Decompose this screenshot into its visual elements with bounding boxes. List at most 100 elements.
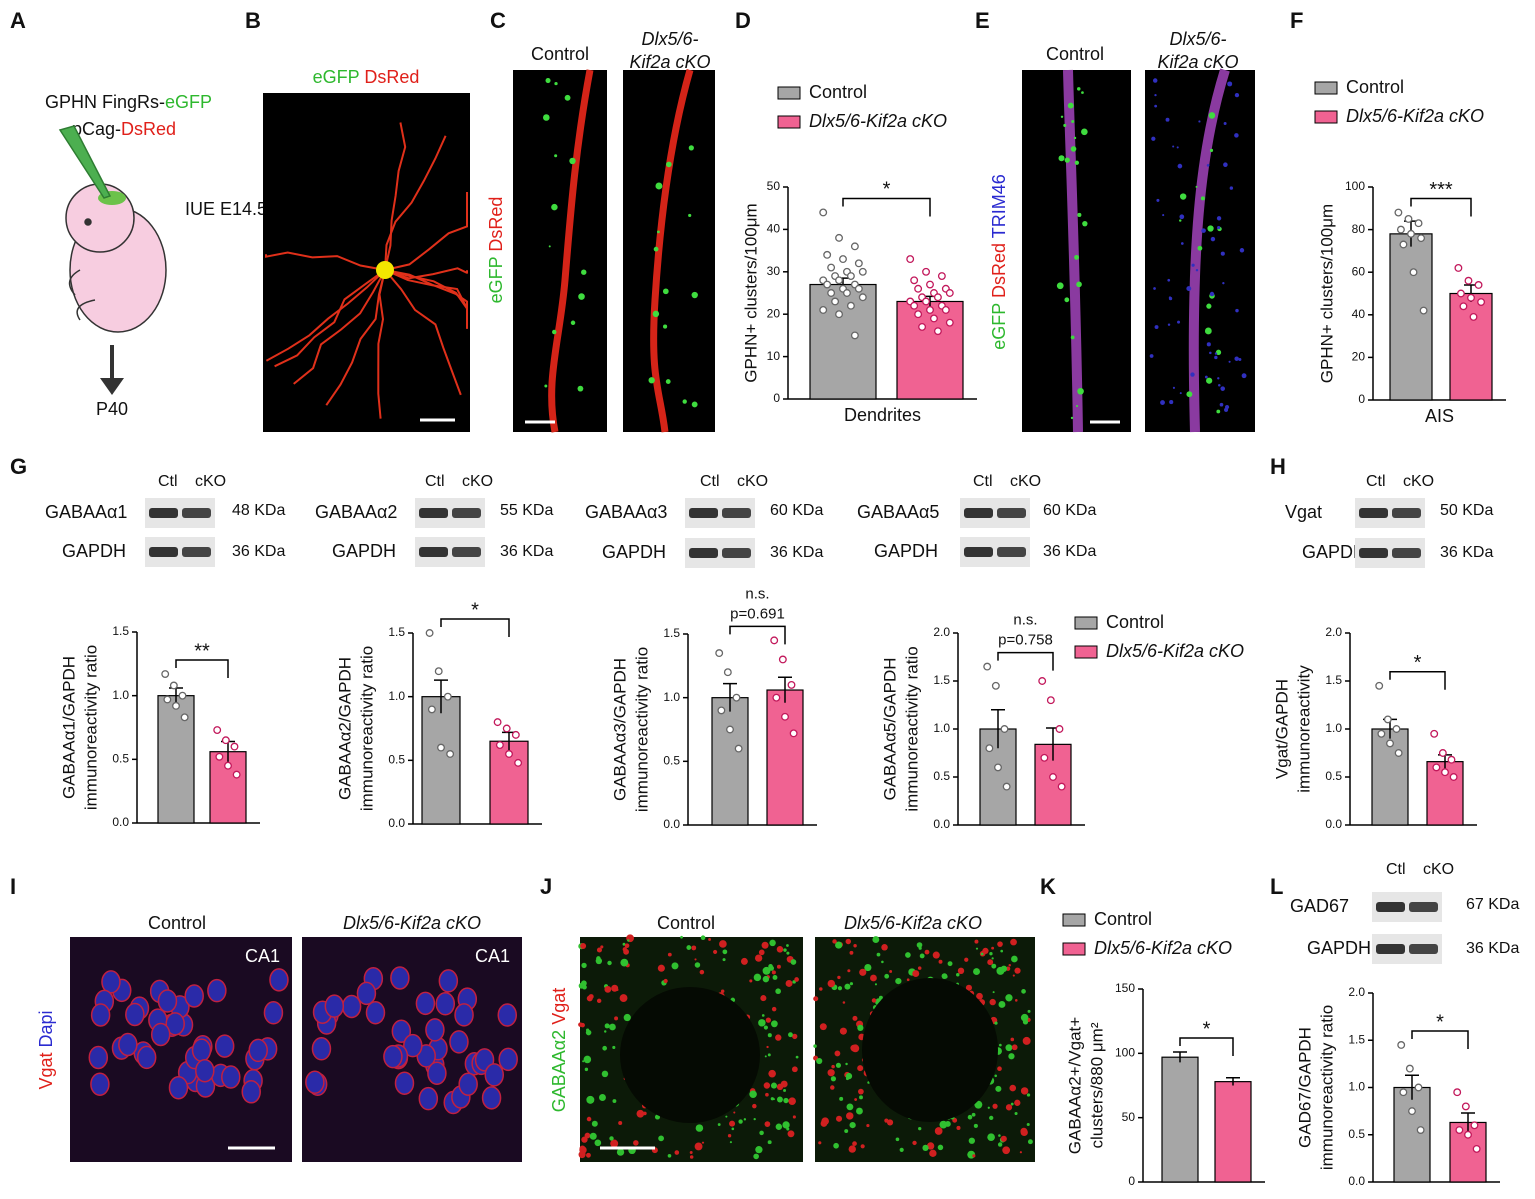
data-point	[1055, 725, 1064, 733]
panel-letter: B	[245, 8, 261, 33]
bar	[1449, 292, 1493, 401]
puncta	[835, 941, 843, 949]
nucleus	[497, 1003, 518, 1027]
puncta	[995, 1085, 1002, 1092]
kda-label: 67 KDa	[1466, 896, 1519, 913]
nucleus	[136, 1045, 157, 1070]
puncta	[610, 1139, 619, 1148]
data-point	[1469, 312, 1478, 321]
puncta	[792, 1033, 798, 1040]
puncta	[791, 1066, 798, 1073]
puncta	[899, 1147, 904, 1152]
puncta	[1219, 402, 1224, 407]
nucleus	[425, 1018, 445, 1042]
puncta	[835, 1115, 843, 1122]
puncta	[586, 1095, 595, 1104]
data-point	[933, 327, 942, 336]
lane-label: Ctl	[425, 473, 445, 490]
puncta	[1012, 974, 1015, 977]
puncta	[616, 1148, 625, 1156]
puncta	[1186, 286, 1192, 291]
bar	[896, 300, 964, 400]
y-axis-label: GABAAα2/GAPDH	[335, 657, 354, 800]
puncta	[924, 949, 930, 955]
kda-label: 36 KDa	[1466, 940, 1519, 957]
text: pCag-	[72, 119, 121, 139]
puncta	[766, 1045, 769, 1049]
data-point	[161, 670, 170, 678]
data-point	[991, 681, 1000, 690]
data-point	[937, 272, 946, 280]
data-point	[1467, 293, 1475, 302]
puncta	[667, 952, 672, 957]
y-axis-label: GABAAα3/GAPDH	[610, 658, 629, 801]
puncta	[752, 1103, 757, 1109]
data-point	[926, 280, 934, 289]
puncta	[543, 114, 550, 121]
data-point	[1416, 1126, 1425, 1134]
puncta	[1056, 282, 1064, 290]
puncta	[819, 1023, 827, 1031]
nucleus	[241, 1080, 261, 1104]
y-tick-label: 50	[1122, 1110, 1136, 1124]
puncta	[620, 958, 629, 967]
nucleus	[418, 1086, 439, 1111]
data-point	[914, 284, 923, 293]
y-tick-label: 1.0	[388, 689, 405, 703]
blot-band	[1359, 548, 1388, 558]
puncta	[845, 1062, 848, 1066]
puncta	[771, 970, 776, 975]
puncta	[578, 1022, 583, 1027]
puncta	[837, 975, 841, 980]
legend-swatch	[777, 115, 801, 129]
puncta	[596, 947, 602, 953]
puncta	[607, 960, 612, 966]
puncta	[1234, 92, 1240, 98]
data-point	[213, 726, 222, 734]
puncta	[578, 293, 585, 300]
data-point	[180, 713, 189, 722]
puncta	[1223, 162, 1228, 167]
puncta	[770, 1020, 778, 1028]
puncta	[1224, 407, 1229, 412]
puncta	[648, 377, 655, 384]
puncta	[622, 947, 627, 952]
blot-band	[722, 508, 751, 518]
blot-band	[689, 508, 718, 518]
puncta	[857, 1024, 864, 1031]
puncta	[1218, 384, 1221, 387]
puncta	[599, 1094, 606, 1101]
puncta	[583, 1055, 592, 1064]
puncta	[1064, 157, 1070, 163]
y-tick-label: 0.5	[1325, 769, 1342, 783]
puncta	[973, 968, 981, 976]
panel-letter: F	[1290, 8, 1303, 33]
nucleus	[269, 968, 289, 992]
soma	[376, 261, 394, 279]
data-point	[437, 743, 445, 752]
lane-label: cKO	[1423, 861, 1454, 878]
bar-chart: 0.0 0.5 1.0 1.5 GABAAα1/GAPDH immunoreactivit…	[59, 624, 260, 829]
puncta	[767, 1033, 772, 1038]
blot-band	[1392, 548, 1421, 558]
dendrite	[384, 269, 468, 329]
puncta	[1220, 251, 1225, 256]
puncta	[771, 1006, 777, 1012]
data-point	[1441, 768, 1449, 777]
puncta	[1077, 87, 1081, 91]
data-point	[994, 763, 1002, 772]
data-point	[819, 208, 828, 217]
error-bar	[434, 679, 448, 714]
blot-band	[1376, 944, 1405, 954]
puncta	[1179, 219, 1182, 222]
blot-band	[419, 547, 448, 557]
data-point	[1414, 1083, 1423, 1092]
puncta	[1156, 198, 1160, 202]
puncta	[845, 1072, 853, 1080]
puncta	[754, 954, 763, 962]
puncta	[980, 952, 984, 956]
puncta	[1210, 236, 1216, 242]
bar-chart: 0 50 100 150 GABAAα2+/Vgat+ clusters/880 μm² C…	[1062, 909, 1265, 1188]
puncta	[763, 1082, 771, 1089]
y-tick-label: 2.0	[1348, 985, 1365, 999]
